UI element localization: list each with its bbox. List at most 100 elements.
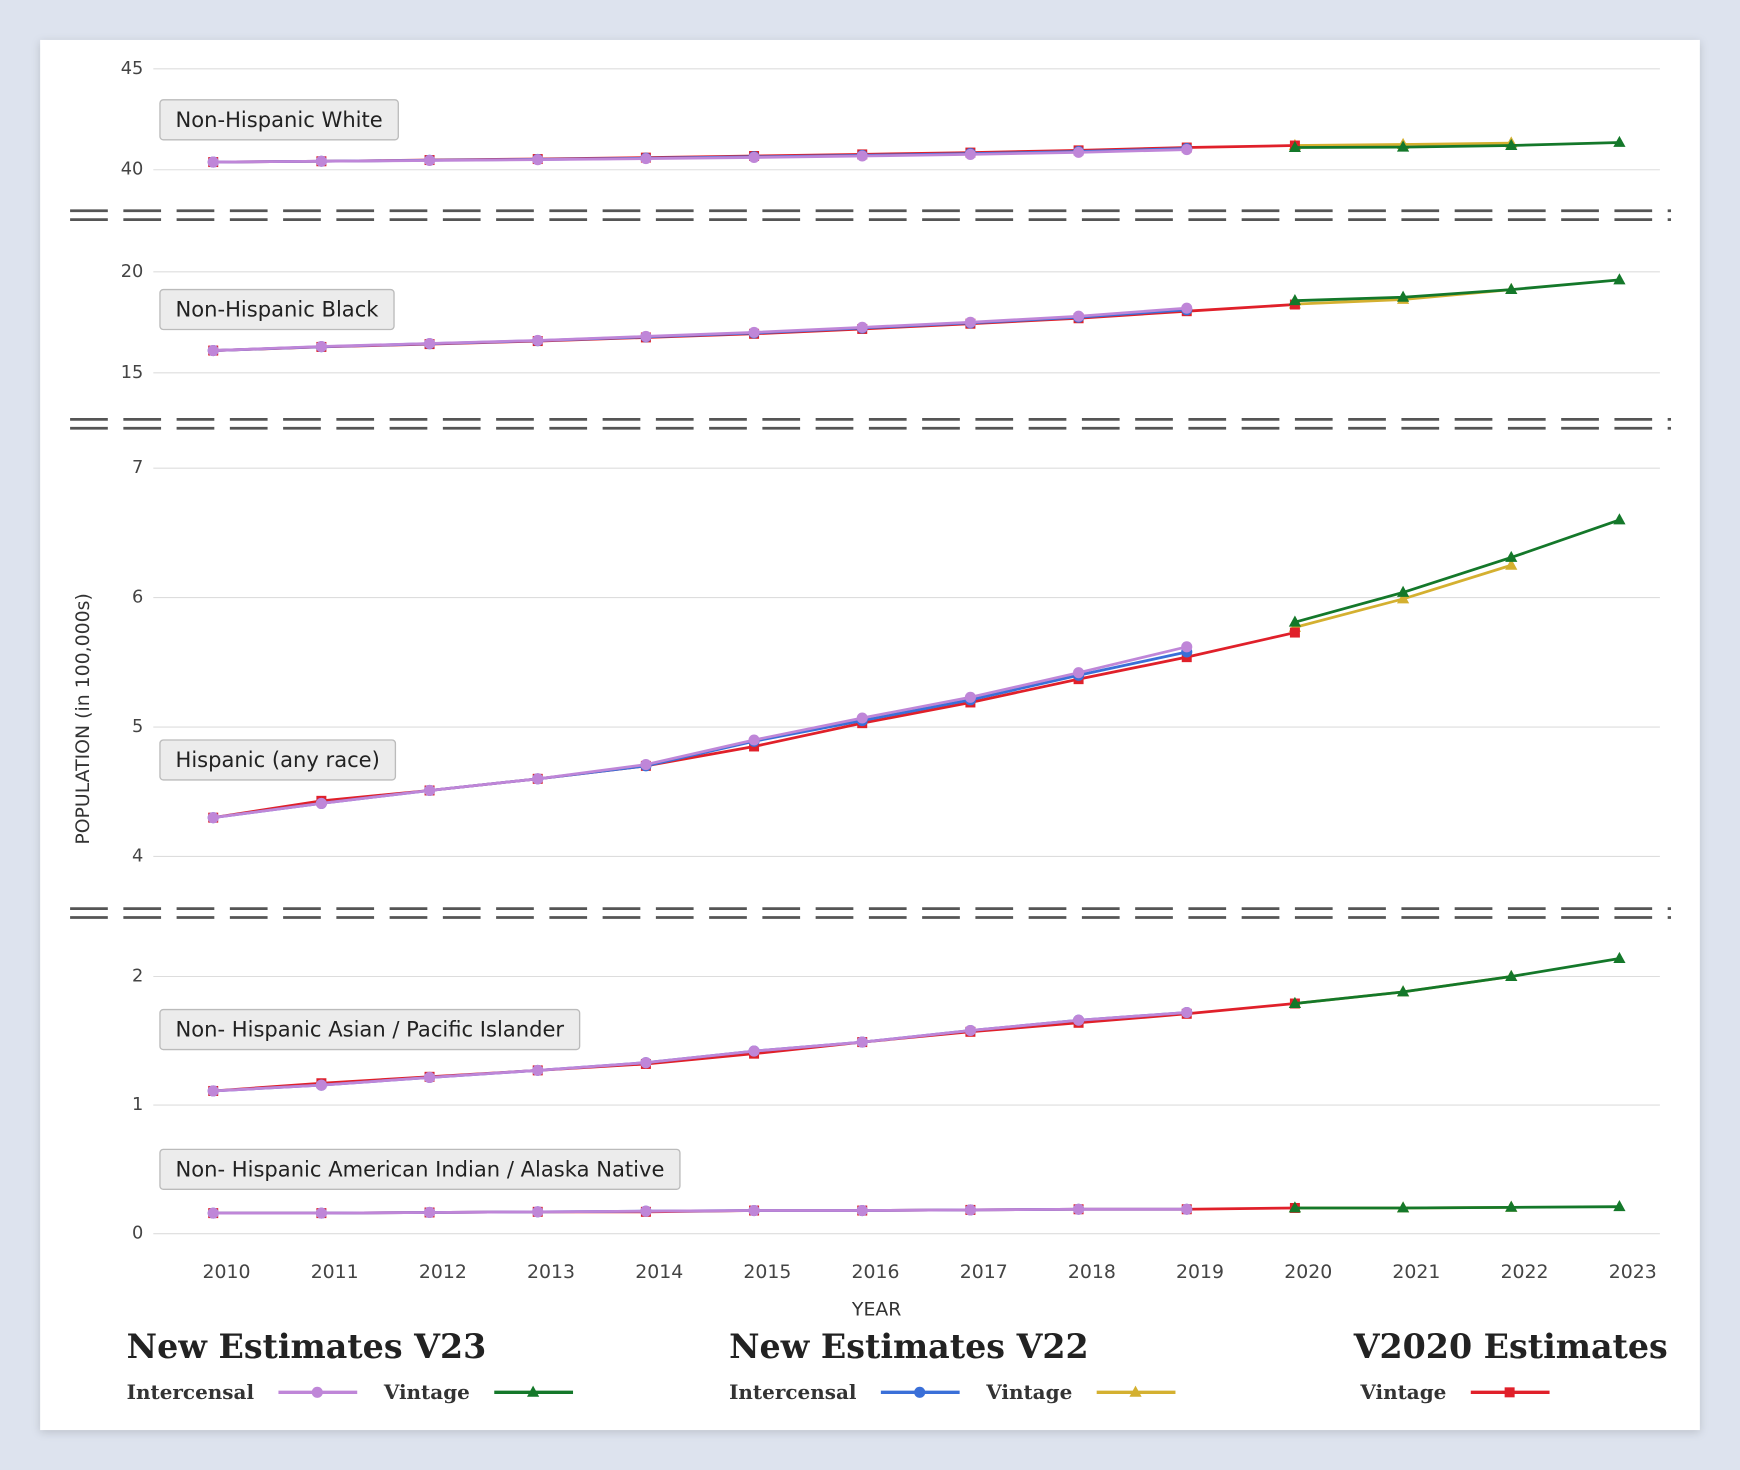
panel-label-box — [159, 288, 395, 331]
marker — [207, 156, 219, 168]
marker — [964, 691, 976, 703]
marker — [856, 712, 868, 724]
panel-label: Non- Hispanic Asian / Pacific Islander — [175, 1017, 564, 1042]
marker — [424, 784, 436, 797]
marker — [424, 1206, 436, 1219]
legend-marker — [526, 1385, 540, 1397]
y-tick-label: 45 — [121, 59, 144, 79]
panel-label-box — [159, 1148, 681, 1190]
marker — [1505, 1200, 1518, 1212]
marker — [1288, 996, 1302, 1008]
marker — [748, 326, 760, 338]
legend-title: V2020 Estimates — [1353, 1327, 1668, 1366]
marker — [207, 1207, 219, 1219]
y-tick-label: 40 — [121, 160, 144, 180]
legend-title: New Estimates V22 — [729, 1327, 1089, 1366]
y-axis-label: POPULATION (in 100,000s) — [72, 593, 94, 845]
marker — [532, 1064, 544, 1076]
series-line — [1294, 1205, 1620, 1210]
legend-marker — [1129, 1385, 1142, 1397]
marker — [315, 1207, 327, 1219]
marker — [1288, 615, 1302, 627]
marker — [748, 1204, 760, 1217]
series-line — [1294, 278, 1620, 303]
series-line — [213, 148, 1187, 164]
series-line — [213, 1011, 1187, 1093]
x-tick-label: 2023 — [1609, 1261, 1657, 1283]
marker — [1613, 273, 1626, 285]
marker — [1288, 140, 1302, 152]
marker — [532, 334, 544, 347]
x-tick-label: 2020 — [1284, 1261, 1332, 1283]
marker — [532, 154, 544, 166]
marker — [315, 155, 327, 167]
series-line — [1294, 957, 1620, 1005]
marker — [1073, 146, 1085, 158]
marker — [856, 150, 868, 162]
marker — [207, 1085, 219, 1097]
marker — [1181, 144, 1193, 156]
marker — [424, 337, 436, 350]
marker — [1613, 1200, 1626, 1212]
legend-label: Vintage — [985, 1380, 1072, 1404]
marker — [640, 759, 652, 771]
marker — [1181, 641, 1193, 653]
marker — [1505, 138, 1518, 150]
legend-label: Vintage — [383, 1380, 470, 1404]
panel-label: Non- Hispanic American Indian / Alaska N… — [175, 1156, 664, 1181]
legend-marker — [914, 1386, 926, 1398]
marker — [964, 148, 976, 160]
marker — [1289, 627, 1300, 638]
y-tick-label: 15 — [121, 363, 144, 383]
panel-label-box — [159, 99, 399, 141]
y-tick-label: 0 — [132, 1224, 143, 1244]
series-line — [1294, 141, 1620, 149]
x-tick-label: 2012 — [419, 1261, 467, 1283]
x-tick-label: 2014 — [635, 1261, 683, 1283]
marker — [1613, 513, 1626, 525]
marker — [964, 316, 976, 328]
marker — [1613, 135, 1626, 147]
y-tick-label: 1 — [132, 1095, 143, 1115]
y-tick-label: 20 — [121, 262, 144, 282]
y-tick-label: 6 — [132, 588, 143, 608]
x-tick-label: 2016 — [852, 1261, 900, 1283]
panel-label: Non-Hispanic White — [175, 107, 382, 132]
marker — [1073, 1203, 1085, 1215]
panel-label-box — [159, 739, 397, 781]
marker — [1396, 985, 1410, 997]
y-tick-label: 5 — [132, 717, 143, 737]
marker — [1073, 310, 1085, 322]
marker — [315, 340, 327, 353]
marker — [1396, 140, 1410, 152]
marker — [748, 151, 760, 163]
marker — [315, 797, 327, 809]
marker — [1181, 302, 1193, 314]
marker — [1505, 282, 1518, 295]
marker — [1181, 1006, 1193, 1019]
marker — [1396, 290, 1410, 302]
panel-label-box — [159, 1008, 581, 1051]
marker — [856, 1036, 868, 1048]
legend-marker — [311, 1386, 323, 1398]
marker — [1288, 1201, 1302, 1213]
series-line — [213, 1207, 1187, 1215]
marker — [748, 734, 760, 746]
marker — [964, 1024, 976, 1037]
marker — [1505, 969, 1518, 981]
marker — [532, 1206, 544, 1218]
marker — [1288, 294, 1302, 306]
marker — [1396, 1201, 1410, 1213]
x-tick-label: 2019 — [1176, 1261, 1224, 1283]
marker — [1073, 1014, 1085, 1026]
marker — [424, 1071, 436, 1083]
marker — [1613, 951, 1626, 963]
marker — [1181, 1203, 1193, 1215]
x-tick-label: 2022 — [1501, 1261, 1549, 1283]
marker — [1396, 592, 1410, 604]
marker — [856, 321, 868, 333]
x-tick-label: 2015 — [743, 1261, 791, 1283]
x-tick-label: 2021 — [1392, 1261, 1440, 1283]
y-tick-label: 2 — [132, 967, 143, 987]
